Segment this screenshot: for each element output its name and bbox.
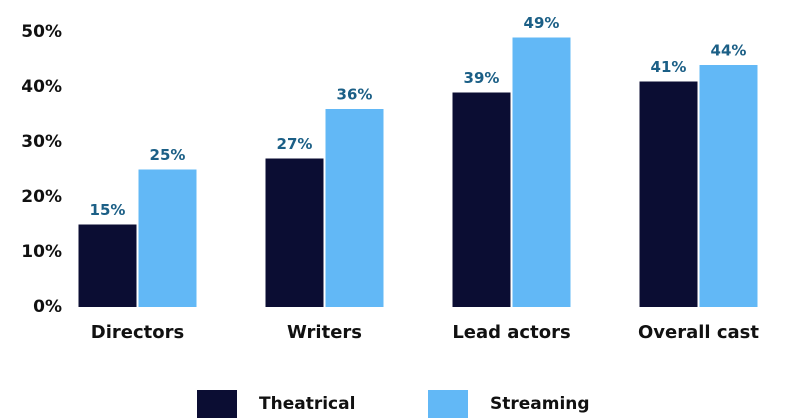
y-tick-label: 50% bbox=[21, 22, 62, 42]
value-label: 49% bbox=[524, 14, 560, 32]
x-tick-label: Overall cast bbox=[638, 322, 759, 343]
y-tick-label: 30% bbox=[21, 132, 62, 152]
legend-swatch bbox=[428, 390, 468, 418]
bar bbox=[699, 65, 758, 307]
value-label: 41% bbox=[651, 58, 687, 76]
bar bbox=[138, 169, 197, 307]
value-label: 36% bbox=[337, 86, 373, 104]
bar bbox=[452, 92, 511, 307]
bar bbox=[325, 109, 384, 307]
legend-label: Theatrical bbox=[259, 394, 355, 414]
x-tick-label: Writers bbox=[287, 322, 362, 343]
value-label: 27% bbox=[277, 135, 313, 153]
y-tick-label: 20% bbox=[21, 187, 62, 207]
y-tick-label: 40% bbox=[21, 77, 62, 97]
bar bbox=[639, 81, 698, 307]
bar bbox=[265, 158, 324, 307]
bar bbox=[512, 37, 571, 307]
y-tick-label: 10% bbox=[21, 242, 62, 262]
legend-label: Streaming bbox=[490, 394, 590, 414]
legend-swatch bbox=[197, 390, 237, 418]
value-label: 15% bbox=[90, 201, 126, 219]
bar bbox=[78, 224, 137, 307]
x-tick-label: Lead actors bbox=[452, 322, 570, 343]
value-label: 44% bbox=[711, 42, 747, 60]
x-tick-label: Directors bbox=[91, 322, 184, 343]
value-label: 25% bbox=[150, 146, 186, 164]
value-label: 39% bbox=[464, 69, 500, 87]
y-tick-label: 0% bbox=[33, 297, 62, 317]
